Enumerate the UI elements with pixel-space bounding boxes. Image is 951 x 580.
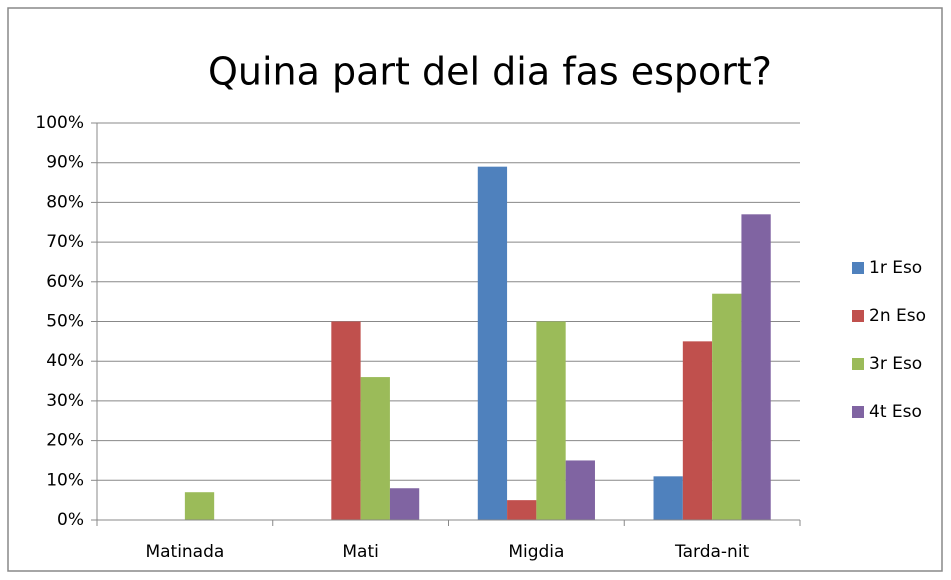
bar — [565, 460, 595, 520]
bar — [507, 500, 537, 520]
legend-label: 4t Eso — [869, 402, 922, 422]
legend-swatch — [852, 406, 864, 418]
bar — [389, 488, 420, 520]
y-tick-label: 100% — [35, 113, 84, 133]
legend-swatch — [852, 358, 864, 370]
bar — [331, 321, 361, 520]
x-tick-label: Mati — [342, 542, 378, 562]
y-tick-label: 30% — [46, 391, 84, 411]
legend-label: 3r Eso — [869, 354, 922, 374]
bar — [741, 214, 771, 520]
y-tick-label: 20% — [46, 431, 84, 451]
bar — [712, 293, 742, 520]
y-tick-label: 50% — [46, 312, 84, 332]
chart-border — [7, 7, 943, 572]
legend-swatch — [852, 262, 864, 274]
bar — [682, 341, 713, 520]
y-tick-label: 60% — [46, 272, 84, 292]
bar — [360, 377, 390, 520]
chart-title: Quina part del dia fas esport? — [208, 50, 772, 94]
bar — [184, 492, 215, 520]
bar — [653, 476, 683, 520]
legend-label: 2n Eso — [869, 306, 926, 326]
y-tick-label: 10% — [46, 470, 84, 490]
x-tick-label: Tarda-nit — [674, 542, 750, 562]
bar — [536, 321, 566, 520]
x-tick-label: Matinada — [145, 542, 224, 562]
bar — [477, 166, 508, 521]
y-tick-label: 0% — [57, 510, 84, 530]
x-tick-label: Migdia — [508, 542, 564, 562]
y-tick-label: 40% — [46, 351, 84, 371]
legend-swatch — [852, 310, 864, 322]
legend-label: 1r Eso — [869, 258, 922, 278]
y-tick-label: 90% — [46, 153, 84, 173]
y-tick-label: 70% — [46, 232, 84, 252]
y-tick-label: 80% — [46, 192, 84, 212]
